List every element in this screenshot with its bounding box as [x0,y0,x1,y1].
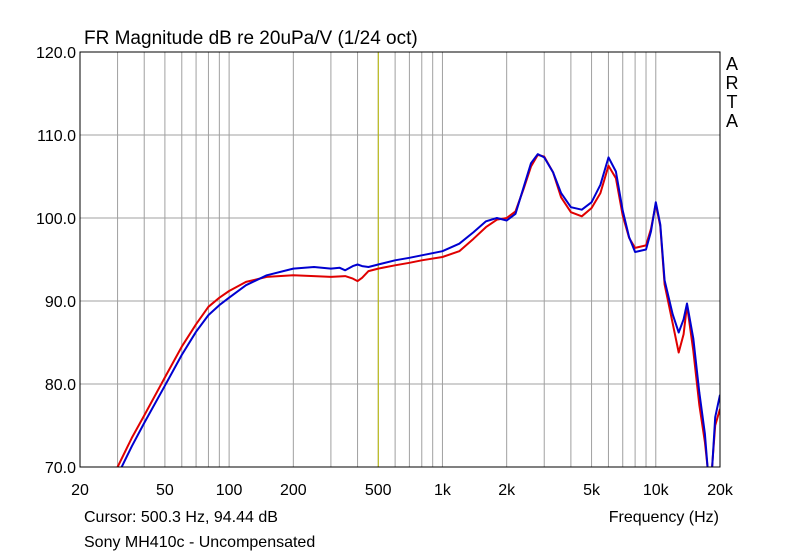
brand-letter: A [726,111,738,131]
cursor-readout: Cursor: 500.3 Hz, 94.44 dB [84,509,278,526]
chart-title: FR Magnitude dB re 20uPa/V (1/24 oct) [84,28,418,49]
y-tick-label: 70.0 [45,460,76,477]
y-axis-ticks: 70.0 80.0 90.0 100.0 110.0 120.0 [36,45,76,477]
x-tick-label: 2k [498,482,516,499]
brand-letter: A [726,54,738,74]
plot-frame [79,51,721,468]
y-tick-label: 90.0 [45,294,76,311]
y-tick-label: 80.0 [45,377,76,394]
x-tick-label: 500 [365,482,392,499]
series-layer [116,153,720,467]
y-tick-label: 100.0 [36,211,76,228]
x-tick-label: 20 [71,482,89,499]
x-tick-label: 100 [216,482,243,499]
x-tick-label: 20k [707,482,734,499]
series-line-blue [120,153,720,467]
y-tick-label: 120.0 [36,45,76,62]
x-tick-label: 10k [643,482,670,499]
x-axis-ticks: 20 50 100 200 500 1k 2k 5k 10k 20k [71,482,734,499]
measurement-label: Sony MH410c - Uncompensated [84,534,315,551]
x-axis-label: Frequency (Hz) [609,509,719,526]
brand-letter: R [726,73,739,93]
x-tick-label: 200 [280,482,307,499]
x-tick-label: 1k [434,482,452,499]
x-tick-label: 50 [156,482,174,499]
y-tick-label: 110.0 [37,128,76,145]
brand-letter: T [727,92,738,112]
x-tick-label: 5k [583,482,601,499]
